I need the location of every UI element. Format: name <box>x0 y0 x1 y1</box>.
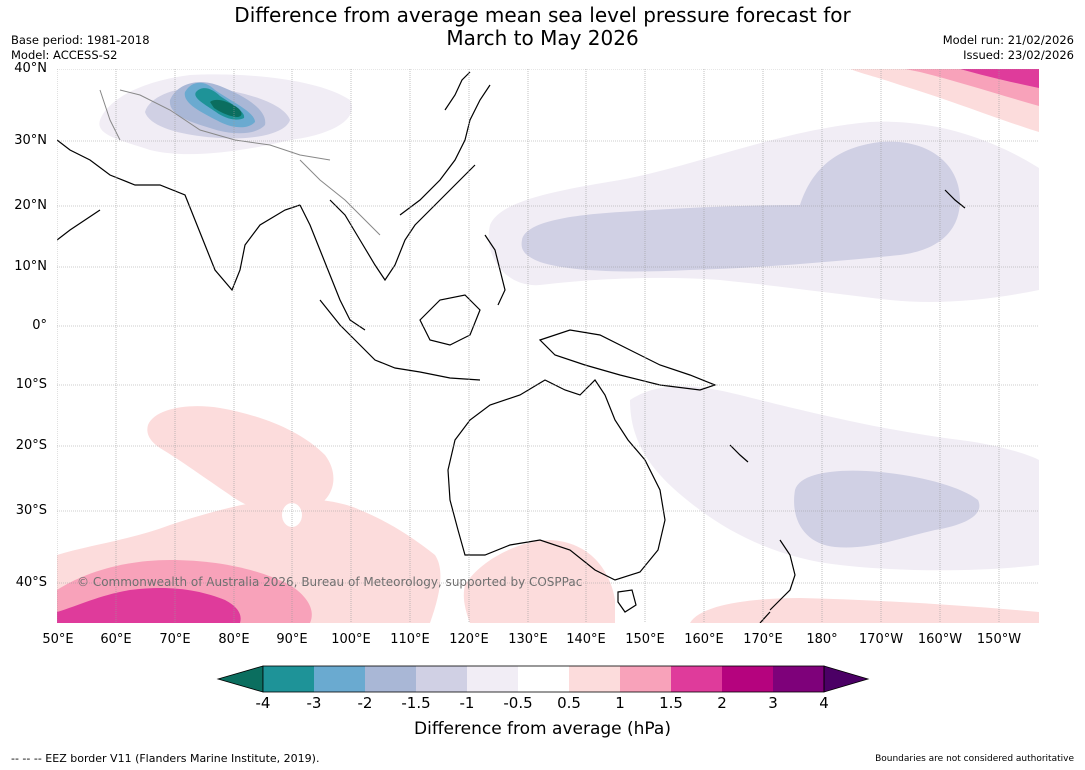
lon-label: 80°E <box>218 632 250 647</box>
model-info: Base period: 1981-2018 Model: ACCESS-S2 <box>11 33 150 63</box>
colorbar-tick-label: -2 <box>357 694 373 712</box>
lat-label: 20°S <box>15 438 47 453</box>
lon-label: 130°E <box>508 632 548 647</box>
borders <box>99 89 381 236</box>
base-period: Base period: 1981-2018 <box>11 33 150 47</box>
lat-label: 30°N <box>14 133 47 148</box>
lon-label: 70°E <box>159 632 191 647</box>
colorbar-bin-m4-m3 <box>263 666 314 692</box>
colorbar-tick-label: -4 <box>255 694 271 712</box>
lon-label: 160°W <box>917 632 963 647</box>
title-line-1: Difference from average mean sea level p… <box>234 3 851 27</box>
lat-label: 0° <box>32 318 47 333</box>
colorbar-bin-15-2 <box>671 666 722 692</box>
colorbar-bin-2-3 <box>722 666 773 692</box>
colorbar-title: Difference from average (hPa) <box>414 719 671 739</box>
colorbar-tick-label: -1.5 <box>401 694 431 712</box>
colorbar-bin-m05-05 <box>518 666 569 692</box>
colorbar-bin-05-1 <box>569 666 620 692</box>
lon-label: 150°E <box>625 632 665 647</box>
colorbar <box>216 665 870 693</box>
positive-anomaly-south-indian-north <box>147 406 334 514</box>
colorbar-extend-min <box>216 665 264 693</box>
model-name: Model: ACCESS-S2 <box>11 48 118 62</box>
boundaries-disclaimer: Boundaries are not considered authoritat… <box>875 754 1074 764</box>
lon-label: 150°W <box>976 632 1022 647</box>
colorbar-tick-label: 4 <box>819 694 829 712</box>
lon-label: 60°E <box>100 632 132 647</box>
negative-anomaly-south-pacific-inner <box>794 470 980 548</box>
lat-label: 10°N <box>14 259 47 274</box>
lon-label: 110°E <box>390 632 430 647</box>
lon-label: 180° <box>806 632 838 647</box>
colorbar-tick-label: 2 <box>717 694 727 712</box>
issued-date: Issued: 23/02/2026 <box>963 48 1074 62</box>
colorbar-bin-3-4 <box>773 666 824 692</box>
lon-label: 120°E <box>449 632 489 647</box>
colorbar-bin-m15-m1 <box>416 666 467 692</box>
positive-anomaly-north-pacific-15 <box>960 69 1039 88</box>
colorbar-extend-max <box>823 665 870 693</box>
positive-anomaly-tasman <box>690 598 1039 623</box>
anomaly-field <box>57 69 1039 623</box>
title-line-2: March to May 2026 <box>446 26 639 50</box>
colorbar-tick-label: 3 <box>768 694 778 712</box>
lon-label: 170°E <box>743 632 783 647</box>
colorbar-tick-label: -1 <box>459 694 475 712</box>
negative-anomaly-tibet-min <box>210 99 242 117</box>
model-run: Model run: 21/02/2026 <box>942 33 1074 47</box>
colorbar-tick-label: 0.5 <box>557 694 581 712</box>
copyright-notice: © Commonwealth of Australia 2026, Bureau… <box>77 575 583 589</box>
graticule <box>57 69 1039 623</box>
lon-label: 140°E <box>566 632 606 647</box>
colorbar-tick-label: 1 <box>615 694 625 712</box>
colorbar-bin-m3-m2 <box>314 666 365 692</box>
colorbar-bin-m2-m15 <box>365 666 416 692</box>
positive-anomaly-south-indian-15 <box>57 588 241 623</box>
positive-anomaly-southern-australia <box>463 540 615 623</box>
map-title: Difference from average mean sea level p… <box>0 4 1085 50</box>
colorbar-bin-m1-m05 <box>467 666 518 692</box>
lat-label: 40°S <box>15 575 47 590</box>
lat-label: 20°N <box>14 198 47 213</box>
eez-note: -- -- -- EEZ border V11 (Flanders Marine… <box>11 752 320 765</box>
colorbar-tick-label: 1.5 <box>659 694 683 712</box>
negative-anomaly-tropical-pacific-inner <box>521 141 960 272</box>
lat-label: 30°S <box>15 503 47 518</box>
lon-label: 100°E <box>331 632 371 647</box>
colorbar-tick-label: -3 <box>306 694 322 712</box>
lon-label: 160°E <box>684 632 724 647</box>
colorbar-tick-label: -0.5 <box>503 694 533 712</box>
lat-label: 40°N <box>14 61 47 76</box>
lon-label: 170°W <box>858 632 904 647</box>
lon-label: 90°E <box>276 632 308 647</box>
lat-label: 10°S <box>15 377 47 392</box>
colorbar-bin-1-15 <box>620 666 671 692</box>
lon-label: 50°E <box>42 632 74 647</box>
colorbar-frame <box>262 665 825 693</box>
run-info: Model run: 21/02/2026 Issued: 23/02/2026 <box>943 33 1074 63</box>
